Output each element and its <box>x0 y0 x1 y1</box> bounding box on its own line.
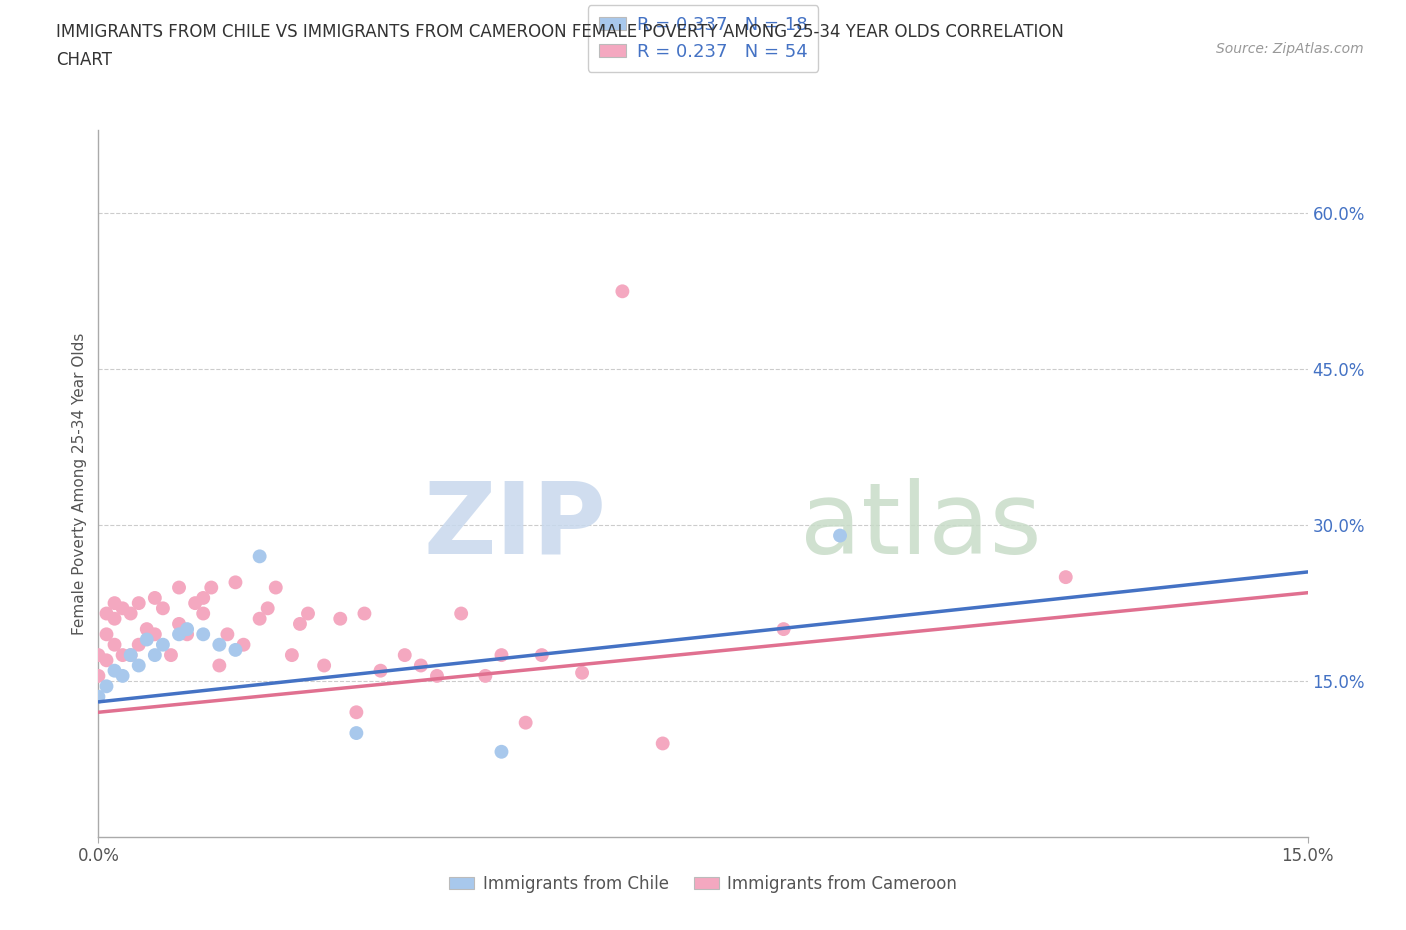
Point <box>128 658 150 673</box>
Point <box>344 725 367 740</box>
Point <box>184 596 207 611</box>
Point <box>353 606 375 621</box>
Point <box>571 665 593 680</box>
Point <box>167 580 190 595</box>
Point <box>224 643 246 658</box>
Point <box>264 580 287 595</box>
Point <box>87 689 110 704</box>
Point <box>217 627 239 642</box>
Point <box>370 663 392 678</box>
Point <box>1054 570 1077 585</box>
Point <box>103 596 125 611</box>
Point <box>103 663 125 678</box>
Point <box>120 647 142 662</box>
Point <box>314 658 336 673</box>
Point <box>450 606 472 621</box>
Point <box>344 705 367 720</box>
Point <box>152 637 174 652</box>
Text: atlas: atlas <box>800 477 1042 575</box>
Point <box>87 669 110 684</box>
Point <box>176 627 198 642</box>
Point <box>394 647 416 662</box>
Point <box>515 715 537 730</box>
Point <box>426 669 449 684</box>
Point <box>193 591 215 605</box>
Point <box>111 669 134 684</box>
Point <box>135 621 157 636</box>
Point <box>167 627 190 642</box>
Point <box>288 617 311 631</box>
Point <box>111 647 134 662</box>
Point <box>474 669 496 684</box>
Point <box>224 575 246 590</box>
Point <box>160 647 183 662</box>
Point <box>143 647 166 662</box>
Point <box>200 580 222 595</box>
Point <box>651 736 673 751</box>
Point <box>87 647 110 662</box>
Point <box>491 744 513 759</box>
Point <box>232 637 254 652</box>
Text: IMMIGRANTS FROM CHILE VS IMMIGRANTS FROM CAMEROON FEMALE POVERTY AMONG 25-34 YEA: IMMIGRANTS FROM CHILE VS IMMIGRANTS FROM… <box>56 23 1064 41</box>
Point <box>96 653 118 668</box>
Point <box>193 627 215 642</box>
Point <box>103 637 125 652</box>
Point <box>612 284 634 299</box>
Point <box>120 606 142 621</box>
Point <box>409 658 432 673</box>
Text: CHART: CHART <box>56 51 112 69</box>
Point <box>96 627 118 642</box>
Y-axis label: Female Poverty Among 25-34 Year Olds: Female Poverty Among 25-34 Year Olds <box>72 332 87 635</box>
Text: Source: ZipAtlas.com: Source: ZipAtlas.com <box>1216 42 1364 56</box>
Point <box>176 621 198 636</box>
Point <box>297 606 319 621</box>
Point <box>152 601 174 616</box>
Text: ZIP: ZIP <box>423 477 606 575</box>
Point <box>329 611 352 626</box>
Point <box>208 637 231 652</box>
Point <box>135 632 157 647</box>
Point <box>120 647 142 662</box>
Point <box>281 647 304 662</box>
Point <box>143 591 166 605</box>
Point <box>167 617 190 631</box>
Point <box>772 621 794 636</box>
Point <box>143 627 166 642</box>
Point <box>96 679 118 694</box>
Point <box>208 658 231 673</box>
Point <box>103 611 125 626</box>
Point <box>193 606 215 621</box>
Point <box>249 549 271 564</box>
Point <box>249 611 271 626</box>
Point <box>111 601 134 616</box>
Point <box>828 528 851 543</box>
Point <box>96 606 118 621</box>
Point <box>128 637 150 652</box>
Point <box>256 601 278 616</box>
Point <box>530 647 553 662</box>
Legend: Immigrants from Chile, Immigrants from Cameroon: Immigrants from Chile, Immigrants from C… <box>443 868 963 899</box>
Point <box>128 596 150 611</box>
Point <box>491 647 513 662</box>
